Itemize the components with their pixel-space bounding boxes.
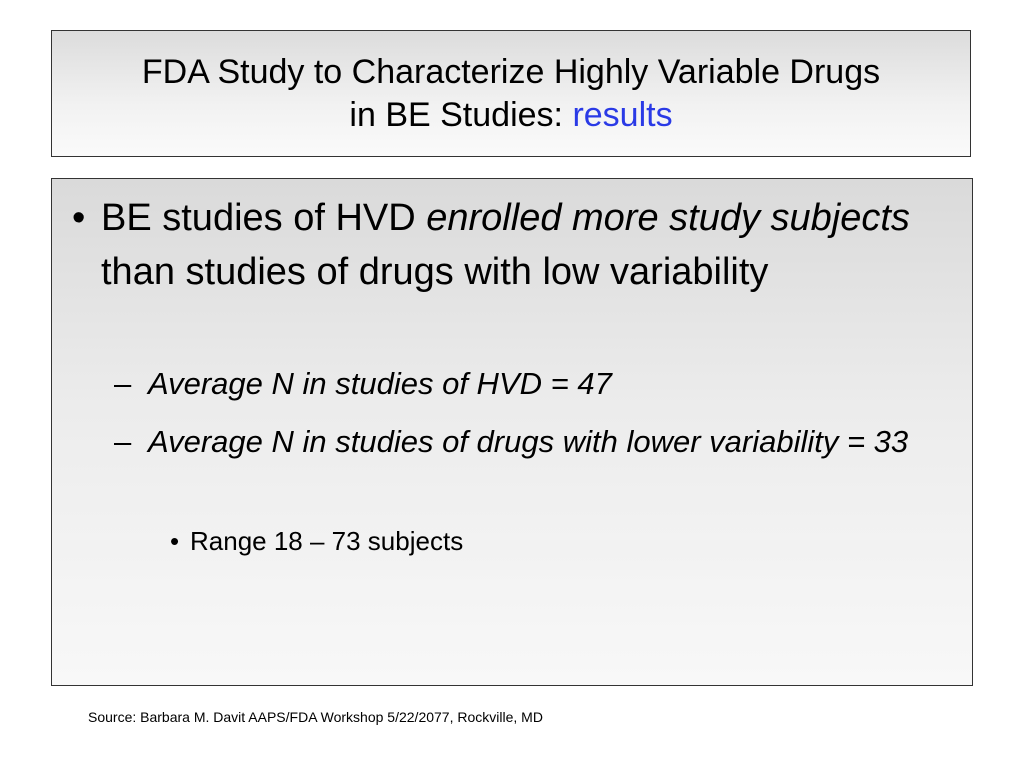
slide-title: FDA Study to Characterize Highly Variabl… [122, 51, 900, 137]
slide-title-box: FDA Study to Characterize Highly Variabl… [51, 30, 971, 157]
sub-bullet-marker: – [114, 366, 132, 401]
bullet-marker: • [72, 197, 86, 239]
bullet-text: BE studies of HVD enrolled more study su… [101, 191, 932, 299]
bullet-level1: • BE studies of HVD enrolled more study … [72, 191, 932, 299]
source-citation: Source: Barbara M. Davit AAPS/FDA Worksh… [88, 709, 543, 725]
sub-bullet-lower-variability: – Average N in studies of drugs with low… [114, 419, 934, 465]
slide-title-line1: FDA Study to Characterize Highly Variabl… [141, 52, 881, 91]
sub-bullet-text: Average N in studies of drugs with lower… [148, 424, 909, 459]
bullet-text-part1: BE studies of HVD [101, 197, 427, 239]
slide-title-accent: results [572, 95, 673, 134]
slide-title-line2: in BE Studies: [349, 95, 573, 134]
sub-bullet-hvd: – Average N in studies of HVD = 47 [114, 361, 934, 407]
sub-bullet-text: Average N in studies of HVD = 47 [148, 366, 612, 401]
sub-sub-bullet-text: Range 18 – 73 subjects [190, 526, 464, 556]
sub-sub-bullet-marker: • [170, 526, 180, 556]
sub-bullet-marker: – [114, 424, 132, 459]
sub-sub-bullet-range: • Range 18 – 73 subjects [170, 521, 870, 561]
bullet-text-emphasis: enrolled more study subjects [426, 197, 910, 239]
bullet-text-part2: than studies of drugs with low variabili… [101, 251, 769, 293]
slide-content-box: • BE studies of HVD enrolled more study … [51, 178, 973, 686]
